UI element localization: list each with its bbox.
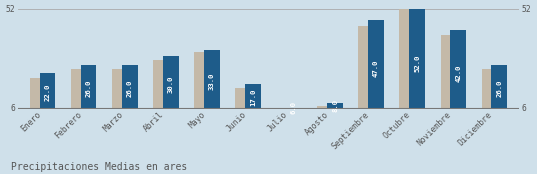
Bar [204,50,220,108]
Bar [368,19,384,108]
Bar [71,69,86,108]
Bar [163,56,179,108]
Bar [122,65,137,108]
Bar [235,88,251,108]
Bar [400,9,415,108]
Text: 6.0: 6.0 [291,101,297,114]
Text: 8.0: 8.0 [332,99,338,112]
Text: 42.0: 42.0 [455,64,461,82]
Bar [451,30,466,108]
Text: Precipitaciones Medias en ares: Precipitaciones Medias en ares [11,162,187,172]
Text: 22.0: 22.0 [45,84,50,101]
Text: 26.0: 26.0 [127,80,133,97]
Bar [482,69,497,108]
Text: 26.0: 26.0 [496,80,502,97]
Bar [81,65,97,108]
Bar [358,26,374,108]
Text: 30.0: 30.0 [168,76,174,93]
Text: 52.0: 52.0 [414,54,420,72]
Text: 17.0: 17.0 [250,88,256,106]
Bar [491,65,507,108]
Bar [112,69,128,108]
Bar [245,84,260,108]
Bar [277,108,292,110]
Bar [30,78,46,108]
Bar [327,103,343,108]
Bar [440,35,456,108]
Text: 47.0: 47.0 [373,59,379,77]
Bar [40,73,55,108]
Bar [194,52,210,108]
Text: 33.0: 33.0 [209,73,215,90]
Text: 26.0: 26.0 [86,80,92,97]
Bar [317,106,333,108]
Bar [409,9,425,108]
Bar [153,60,169,108]
